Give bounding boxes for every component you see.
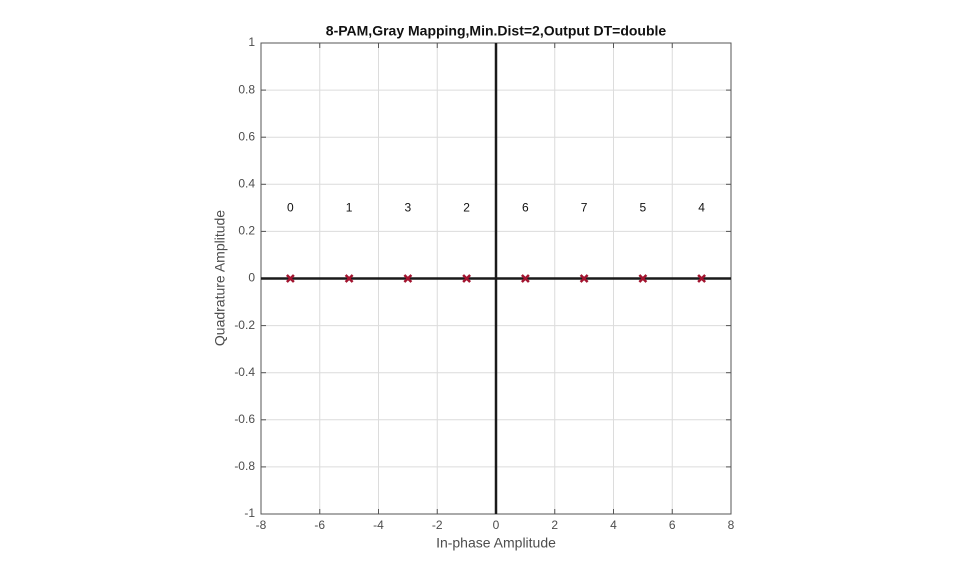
point-marker <box>579 274 589 283</box>
y-tick-label: -1 <box>244 506 255 520</box>
y-tick-label: 0.2 <box>238 224 255 238</box>
x-tick-label: 6 <box>669 518 676 532</box>
point-label: 7 <box>581 201 588 215</box>
y-tick-label: -0.2 <box>234 318 255 332</box>
y-tick-label: -0.6 <box>234 412 255 426</box>
x-tick-label: -6 <box>314 518 325 532</box>
y-tick-label: 0.6 <box>238 129 255 143</box>
point-label: 6 <box>522 201 529 215</box>
point-marker <box>697 274 707 283</box>
y-tick-label: 0.4 <box>238 176 255 190</box>
x-tick-label: -8 <box>256 518 267 532</box>
point-label: 5 <box>640 201 647 215</box>
x-tick-label: -4 <box>373 518 384 532</box>
point-marker <box>638 274 648 283</box>
point-marker <box>344 274 354 283</box>
y-tick-label: 0 <box>248 271 255 285</box>
point-label: 2 <box>463 201 470 215</box>
y-axis-label: Quadrature Amplitude <box>212 210 228 346</box>
point-marker <box>285 274 295 283</box>
x-tick-label: 0 <box>493 518 500 532</box>
y-tick-label: -0.4 <box>234 365 255 379</box>
x-tick-label: 2 <box>551 518 558 532</box>
point-label: 3 <box>405 201 412 215</box>
y-tick-label: -0.8 <box>234 459 255 473</box>
point-label: 1 <box>346 201 353 215</box>
x-tick-label: 8 <box>728 518 735 532</box>
point-marker <box>520 274 530 283</box>
point-marker <box>462 274 472 283</box>
chart-title: 8-PAM,Gray Mapping,Min.Dist=2,Output DT=… <box>326 23 667 39</box>
x-axis-label: In-phase Amplitude <box>436 535 556 551</box>
point-label: 0 <box>287 201 294 215</box>
point-marker <box>403 274 413 283</box>
point-label: 4 <box>698 201 705 215</box>
x-tick-label: -2 <box>432 518 443 532</box>
y-tick-label: 0.8 <box>238 82 255 96</box>
x-tick-label: 4 <box>610 518 617 532</box>
y-tick-label: 1 <box>248 35 255 49</box>
